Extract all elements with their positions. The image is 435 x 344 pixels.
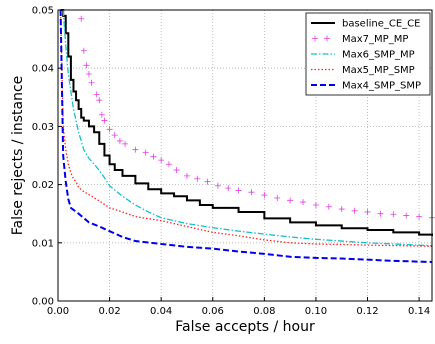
x-tick-label: 0.08	[253, 306, 275, 317]
data-point	[194, 175, 201, 182]
axis-ticks: 0.00 0.02 0.04 0.06 0.08 0.10 0.12 0.14 0.00 0.01…	[32, 6, 431, 318]
x-tick-label: 0.04	[150, 306, 172, 317]
legend-label: Max5_MP_SMP	[342, 65, 415, 76]
data-point	[183, 172, 190, 179]
data-point	[403, 212, 410, 219]
data-point	[287, 197, 294, 204]
y-tick-label: 0.03	[32, 122, 54, 133]
data-point	[338, 206, 345, 213]
legend-label: Max6_SMP_MP	[342, 50, 415, 61]
data-point	[248, 189, 255, 196]
data-point	[274, 194, 281, 201]
legend-marker	[312, 35, 318, 42]
data-point	[325, 203, 332, 210]
legend-label: baseline_CE_CE	[342, 19, 421, 30]
data-point	[132, 146, 139, 153]
series-max4-smp-smp	[59, 9, 433, 264]
data-point	[142, 149, 149, 156]
data-point	[106, 126, 113, 133]
data-point	[158, 157, 165, 164]
data-point	[116, 137, 123, 144]
data-point	[165, 161, 172, 168]
data-point	[101, 117, 108, 124]
data-point	[377, 210, 384, 217]
series-max7-mp-mp	[78, 15, 435, 221]
data-point	[98, 111, 105, 118]
legend-item-max5-mp-smp: Max5_MP_SMP	[311, 65, 415, 76]
legend-label: Max4_SMP_SMP	[342, 81, 421, 92]
data-point	[416, 213, 423, 220]
data-point	[96, 97, 103, 104]
data-point	[80, 47, 87, 54]
y-axis-title: False rejects / instance	[10, 76, 26, 236]
legend-label: Max7_MP_MP	[342, 34, 408, 45]
data-point	[300, 199, 307, 206]
data-point	[173, 167, 180, 174]
series-baseline-ce-ce	[60, 9, 433, 236]
plot-frame	[57, 9, 433, 302]
legend-item-baseline-ce-ce: baseline_CE_CE	[311, 19, 421, 30]
legend: baseline_CE_CE Max7_MP_MP Max6_SMP_MP Max5_…	[305, 12, 431, 96]
x-tick-label: 0.00	[47, 306, 69, 317]
data-point	[364, 208, 371, 215]
data-point	[78, 15, 85, 22]
x-axis-title: False accepts / hour	[175, 319, 315, 335]
data-point	[351, 207, 358, 214]
x-tick-label: 0.06	[202, 306, 224, 317]
plot-series	[59, 9, 435, 264]
data-point	[214, 182, 221, 189]
legend-marker	[324, 35, 330, 42]
data-point	[150, 153, 157, 160]
x-tick-label: 0.10	[305, 306, 327, 317]
series-max6-smp-mp	[62, 9, 433, 247]
data-point	[312, 201, 319, 208]
data-point	[111, 132, 118, 139]
y-tick-label: 0.00	[32, 297, 54, 308]
data-point	[85, 71, 92, 78]
data-point	[204, 178, 211, 185]
legend-item-max7-mp-mp: Max7_MP_MP	[312, 34, 408, 45]
x-tick-label: 0.12	[356, 306, 378, 317]
y-tick-label: 0.01	[32, 238, 54, 249]
series-max5-mp-smp	[59, 9, 433, 247]
data-point	[235, 187, 242, 194]
data-point	[261, 192, 268, 199]
data-point	[122, 140, 129, 147]
data-point	[390, 211, 397, 218]
legend-item-max6-smp-mp: Max6_SMP_MP	[311, 50, 415, 61]
y-tick-label: 0.02	[32, 180, 54, 191]
data-point	[83, 62, 90, 69]
x-tick-label: 0.14	[408, 306, 430, 317]
data-point	[88, 79, 95, 86]
legend-item-max4-smp-smp: Max4_SMP_SMP	[311, 81, 421, 92]
data-point	[93, 91, 100, 98]
y-tick-label: 0.04	[32, 64, 54, 75]
y-tick-label: 0.05	[32, 6, 54, 17]
x-tick-label: 0.02	[98, 306, 120, 317]
data-point	[225, 185, 232, 192]
